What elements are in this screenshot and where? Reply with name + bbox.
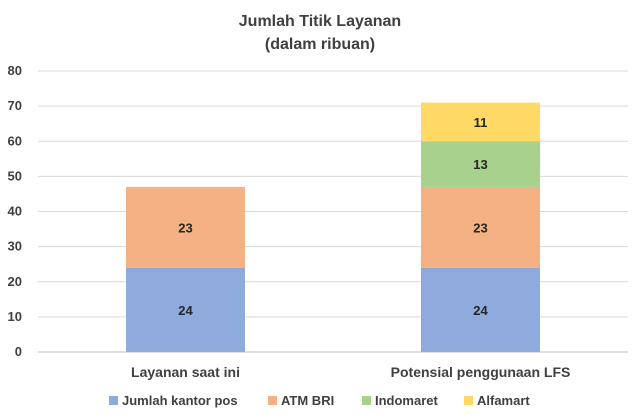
legend-swatch <box>362 396 371 405</box>
x-axis-categories: Layanan saat ini Potensial penggunaan LFS <box>131 364 570 380</box>
bars <box>126 102 540 352</box>
category-label: Potensial penggunaan LFS <box>391 364 571 380</box>
legend-label: Jumlah kantor pos <box>122 393 238 408</box>
bar-segment <box>126 267 245 352</box>
data-label: 24 <box>473 303 488 318</box>
chart-subtitle: (dalam ribuan) <box>265 36 375 53</box>
bar-segment <box>126 186 245 268</box>
bar-segment <box>421 267 540 352</box>
bar-segment <box>421 141 540 187</box>
data-label: 13 <box>473 157 487 172</box>
legend-label: Indomaret <box>375 393 439 408</box>
data-label: 23 <box>473 220 487 235</box>
y-tick-label: 70 <box>8 98 22 113</box>
y-tick-label: 30 <box>8 239 22 254</box>
bar-segment <box>421 102 540 142</box>
data-label: 24 <box>178 303 193 318</box>
data-label: 23 <box>178 220 192 235</box>
y-tick-label: 60 <box>8 133 22 148</box>
data-label: 11 <box>474 115 488 130</box>
legend: Jumlah kantor pos ATM BRI Indomaret Alfamar… <box>109 393 530 408</box>
y-tick-label: 20 <box>8 274 22 289</box>
chart-title: Jumlah Titik Layanan <box>239 13 401 30</box>
legend-swatch <box>109 396 118 405</box>
y-tick-label: 0 <box>15 344 22 359</box>
legend-label: ATM BRI <box>281 393 334 408</box>
bar-segment <box>421 186 540 268</box>
category-label: Layanan saat ini <box>131 364 240 380</box>
legend-swatch <box>268 396 277 405</box>
legend-swatch <box>464 396 473 405</box>
y-tick-label: 40 <box>8 204 22 219</box>
legend-label: Alfamart <box>477 393 530 408</box>
data-labels: 24 23 24 23 13 11 <box>178 115 488 318</box>
y-axis-ticks: 0 10 20 30 40 50 60 70 80 <box>8 63 22 359</box>
y-tick-label: 80 <box>8 63 22 78</box>
y-tick-label: 10 <box>8 309 22 324</box>
y-tick-label: 50 <box>8 168 22 183</box>
